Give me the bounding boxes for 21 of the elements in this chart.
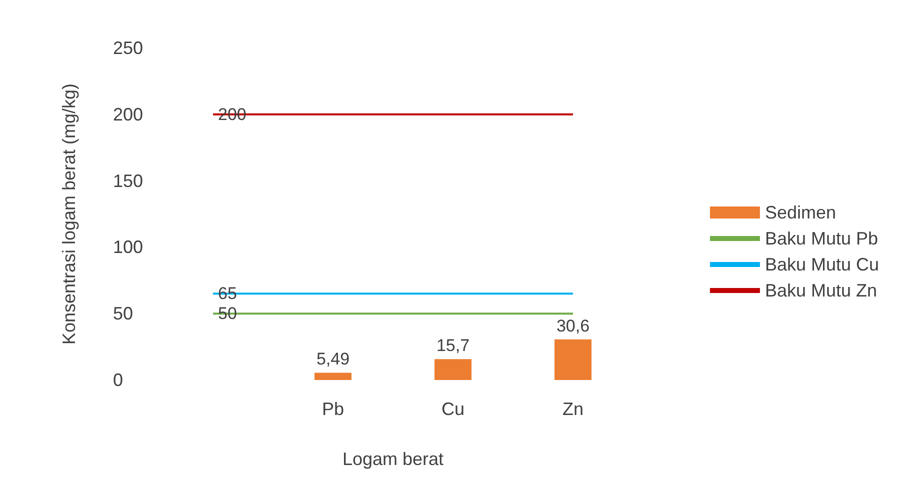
legend-label: Baku Mutu Zn [764,280,878,300]
y-tick-label: 0 [113,370,124,390]
y-tick-label: 200 [113,104,144,124]
bar [314,372,352,380]
legend-label: Baku Mutu Cu [764,254,880,274]
bar [434,359,472,380]
bar [554,339,592,380]
x-tick-label: Pb [322,399,344,419]
y-axis-title: Konsentrasi logam berat (mg/kg) [59,83,79,345]
y-tick-label: 150 [113,170,144,191]
data-label: 5,49 [316,350,350,369]
y-tick-label: 250 [113,38,144,58]
x-tick-label: Cu [441,399,465,419]
x-axis-title: Logam berat [342,449,444,469]
y-tick-label: 50 [113,304,134,324]
data-label: 30,6 [556,316,590,336]
y-tick-label: 100 [113,237,144,258]
legend-label: Baku Mutu Pb [764,228,878,248]
data-label: 15,7 [436,336,470,356]
legend-label: Sedimen [764,202,836,222]
x-tick-label: Zn [562,399,584,419]
